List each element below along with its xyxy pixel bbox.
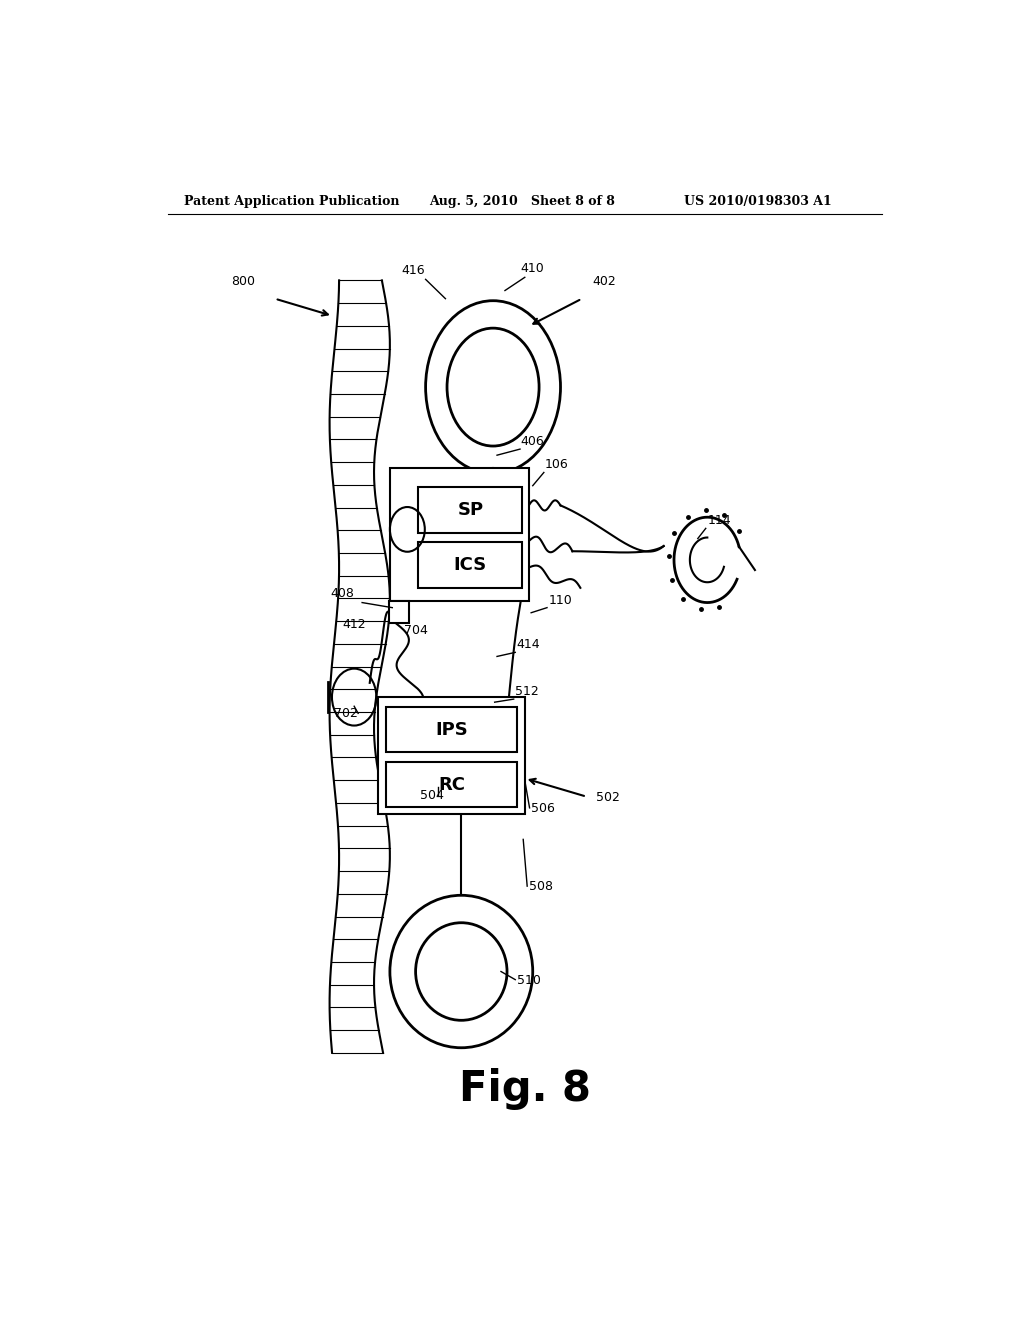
Text: RC: RC	[438, 776, 465, 793]
Text: Aug. 5, 2010   Sheet 8 of 8: Aug. 5, 2010 Sheet 8 of 8	[430, 194, 615, 207]
Bar	[419, 487, 522, 533]
Text: 508: 508	[528, 880, 553, 894]
Text: IPS: IPS	[435, 721, 468, 739]
Text: 408: 408	[331, 587, 354, 601]
Text: 504: 504	[420, 789, 444, 801]
Text: 114: 114	[708, 515, 731, 527]
Bar	[386, 762, 517, 807]
Text: 412: 412	[342, 618, 366, 631]
Bar	[378, 697, 525, 814]
Bar	[386, 708, 517, 752]
Text: 414: 414	[517, 639, 541, 651]
Text: 506: 506	[531, 803, 555, 814]
Text: 106: 106	[545, 458, 568, 471]
Text: US 2010/0198303 A1: US 2010/0198303 A1	[684, 194, 831, 207]
Text: 702: 702	[334, 708, 358, 721]
Text: 800: 800	[231, 276, 255, 289]
Text: Fig. 8: Fig. 8	[459, 1068, 591, 1110]
Bar	[389, 601, 409, 623]
Text: 510: 510	[517, 974, 541, 987]
Text: 406: 406	[521, 436, 545, 447]
Text: 410: 410	[521, 263, 545, 276]
Text: SP: SP	[458, 502, 483, 519]
Text: ICS: ICS	[454, 556, 487, 574]
Text: 110: 110	[549, 594, 572, 607]
Text: 416: 416	[401, 264, 425, 277]
Bar	[419, 541, 522, 589]
Text: 704: 704	[404, 624, 428, 638]
Text: Patent Application Publication: Patent Application Publication	[183, 194, 399, 207]
Text: 502: 502	[596, 791, 621, 804]
Bar	[390, 469, 528, 601]
Text: 402: 402	[592, 276, 616, 289]
Text: 512: 512	[515, 685, 539, 698]
